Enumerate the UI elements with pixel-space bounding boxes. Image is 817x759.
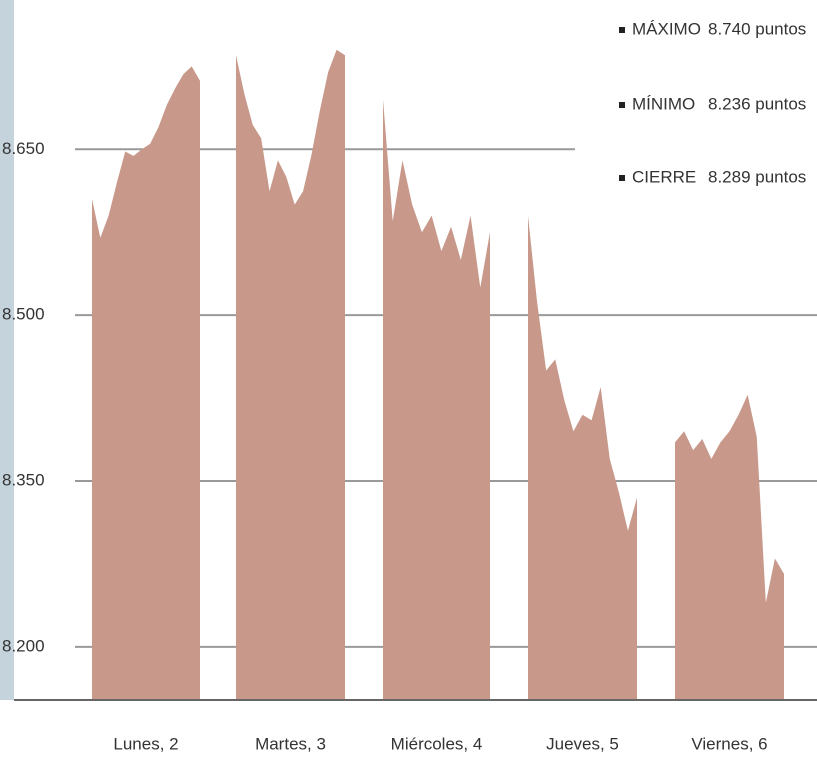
area [675,394,784,700]
legend-marker [619,27,625,33]
area [528,215,637,700]
legend-marker [619,102,625,108]
area [92,66,200,700]
x-tick-label: Lunes, 2 [113,734,178,753]
y-tick-label: 8.200 [2,636,45,655]
legend-value: 8.289 puntos [708,167,806,186]
legend-marker [619,175,625,181]
legend-value: 8.236 puntos [708,94,806,113]
area [236,49,345,700]
y-tick-label: 8.650 [2,139,45,158]
area [383,99,490,701]
legend-label: CIERRE [632,167,696,186]
legend-value: 8.740 puntos [708,19,806,38]
legend-label: MÁXIMO [632,19,701,38]
x-tick-label: Viernes, 6 [691,734,767,753]
x-tick-label: Miércoles, 4 [391,734,483,753]
y-tick-label: 8.350 [2,471,45,490]
side-strip [0,0,14,700]
legend-label: MÍNIMO [632,94,695,113]
x-tick-label: Martes, 3 [255,734,326,753]
y-tick-label: 8.500 [2,305,45,324]
x-tick-label: Jueves, 5 [546,734,619,753]
